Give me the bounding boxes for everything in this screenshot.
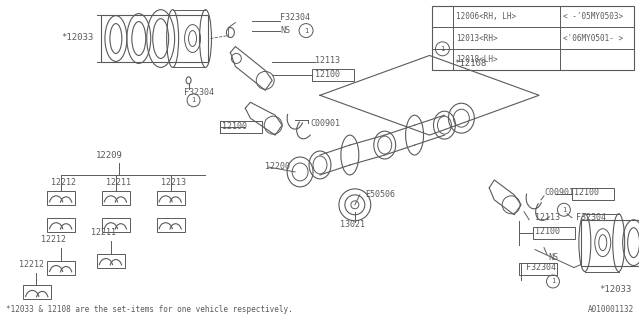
Bar (102, 191, 130, 205)
Text: 12212: 12212 (41, 235, 66, 244)
Text: 12018<LH>: 12018<LH> (456, 55, 498, 64)
Text: NS: NS (548, 253, 558, 262)
Bar (47, 260, 75, 275)
Bar (23, 285, 51, 300)
Bar (581, 220, 640, 266)
Text: 12209: 12209 (96, 150, 123, 160)
Text: E50506: E50506 (365, 190, 395, 199)
Text: 12100: 12100 (315, 70, 340, 79)
Text: 12211: 12211 (106, 179, 131, 188)
Text: F32304: F32304 (576, 213, 606, 222)
Bar (47, 218, 75, 232)
Text: F32304: F32304 (184, 88, 214, 97)
Text: 12100: 12100 (535, 227, 560, 236)
Bar (157, 218, 184, 232)
Text: 12211: 12211 (91, 228, 116, 237)
Text: 13021: 13021 (340, 220, 365, 229)
Text: 12213: 12213 (161, 179, 186, 188)
Bar (102, 218, 130, 232)
Text: F32304: F32304 (280, 13, 310, 22)
Text: 12212: 12212 (51, 179, 76, 188)
Text: 12100: 12100 (574, 188, 599, 197)
Text: 12200: 12200 (265, 163, 290, 172)
Bar (312, 69, 354, 81)
Text: 12113: 12113 (315, 56, 340, 65)
Text: *12033: *12033 (599, 285, 631, 294)
Bar (533, 227, 575, 239)
Text: NS: NS (280, 26, 290, 35)
Text: C00901: C00901 (310, 119, 340, 128)
Text: 1: 1 (440, 46, 445, 52)
Text: 12013<RH>: 12013<RH> (456, 34, 498, 43)
Text: 1: 1 (551, 278, 555, 284)
Text: F32304: F32304 (526, 263, 556, 272)
Text: 12100: 12100 (223, 122, 248, 131)
Text: < -'05MY0503>: < -'05MY0503> (563, 12, 623, 21)
Text: A010001132: A010001132 (588, 305, 634, 314)
Text: *12108: *12108 (454, 59, 486, 68)
Text: C00901: C00901 (544, 188, 574, 197)
Text: *12033 & 12108 are the set-items for one vehicle respectively.: *12033 & 12108 are the set-items for one… (6, 305, 293, 314)
Bar (519, 262, 557, 275)
Text: <'06MY0501- >: <'06MY0501- > (563, 34, 623, 43)
Text: 1: 1 (304, 28, 308, 34)
Bar (97, 253, 125, 268)
Text: 12212: 12212 (19, 260, 44, 269)
Text: 1: 1 (562, 207, 566, 213)
Text: *12033: *12033 (61, 33, 93, 42)
Bar (157, 191, 184, 205)
Text: 1: 1 (191, 97, 196, 103)
Bar (572, 188, 614, 200)
Bar (431, 6, 634, 70)
Text: 12006<RH, LH>: 12006<RH, LH> (456, 12, 516, 21)
Bar (101, 15, 209, 62)
Bar (47, 191, 75, 205)
Text: 12113: 12113 (535, 213, 560, 222)
Bar (220, 121, 262, 133)
